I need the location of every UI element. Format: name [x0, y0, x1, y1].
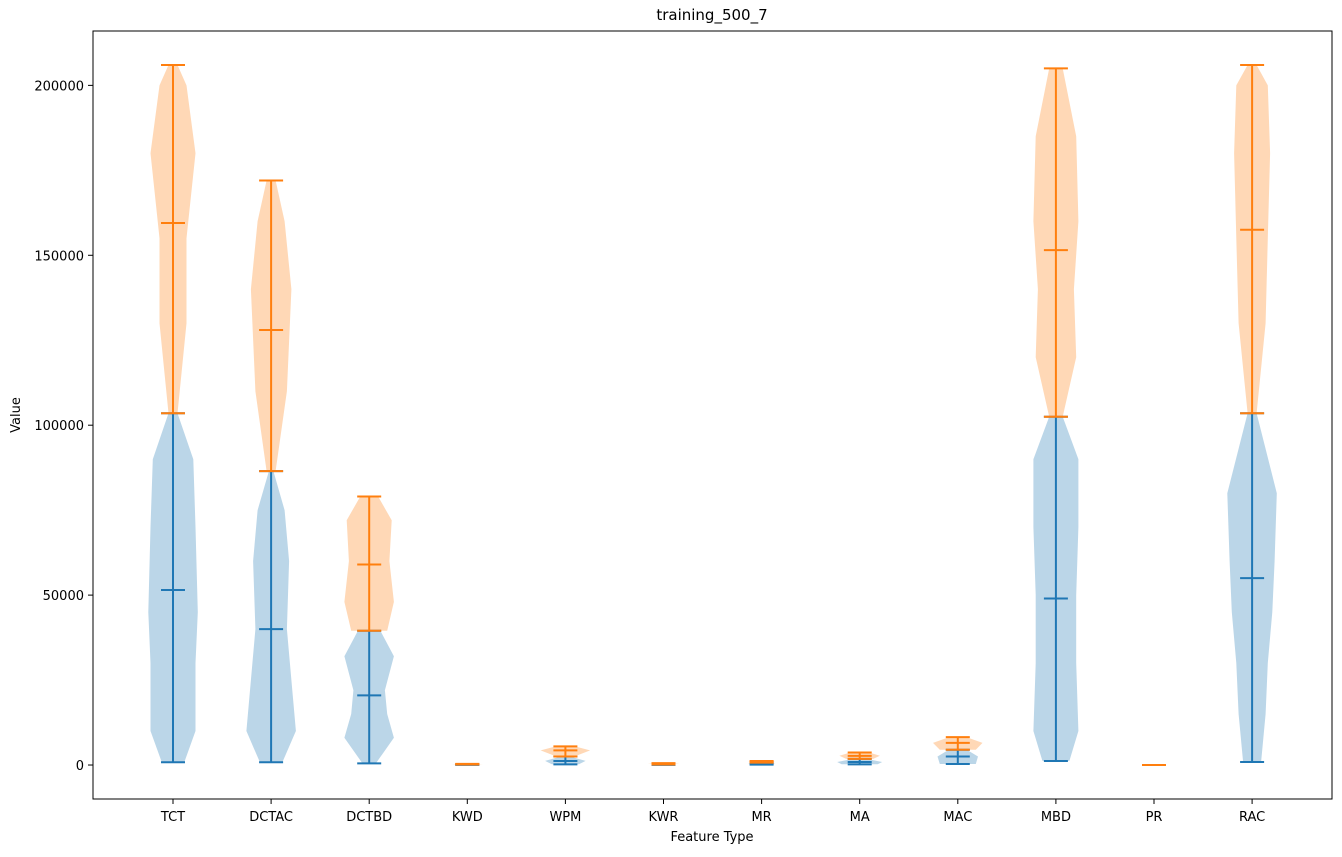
y-tick-label: 200000: [34, 79, 84, 94]
y-tick-label: 0: [76, 759, 84, 774]
x-tick-label: KWD: [452, 810, 483, 825]
y-tick-label: 100000: [34, 419, 84, 434]
x-axis-label: Feature Type: [670, 830, 753, 845]
x-tick-label: DCTAC: [249, 810, 293, 825]
x-tick-label: DCTBD: [346, 810, 392, 825]
x-tick-label: MBD: [1041, 810, 1071, 825]
x-tick-label: TCT: [160, 810, 185, 825]
chart-title: training_500_7: [656, 6, 767, 25]
y-axis-label: Value: [9, 397, 24, 433]
x-tick-label: KWR: [649, 810, 679, 825]
x-tick-label: MA: [850, 810, 870, 825]
x-tick-label: PR: [1146, 810, 1163, 825]
x-tick-label: MR: [751, 810, 771, 825]
x-tick-label: RAC: [1239, 810, 1265, 825]
x-tick-label: MAC: [943, 810, 972, 825]
y-tick-label: 50000: [43, 589, 84, 604]
x-tick-label: WPM: [549, 810, 581, 825]
axes-layer: 0 50000 100000 150000 200000 TCT DCTAC DCTBD KWD…: [34, 79, 1265, 825]
violins-layer: [148, 65, 1277, 765]
y-tick-label: 150000: [34, 249, 84, 264]
